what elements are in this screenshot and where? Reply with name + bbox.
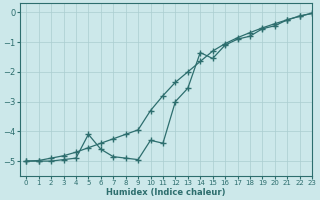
X-axis label: Humidex (Indice chaleur): Humidex (Indice chaleur) <box>106 188 226 197</box>
